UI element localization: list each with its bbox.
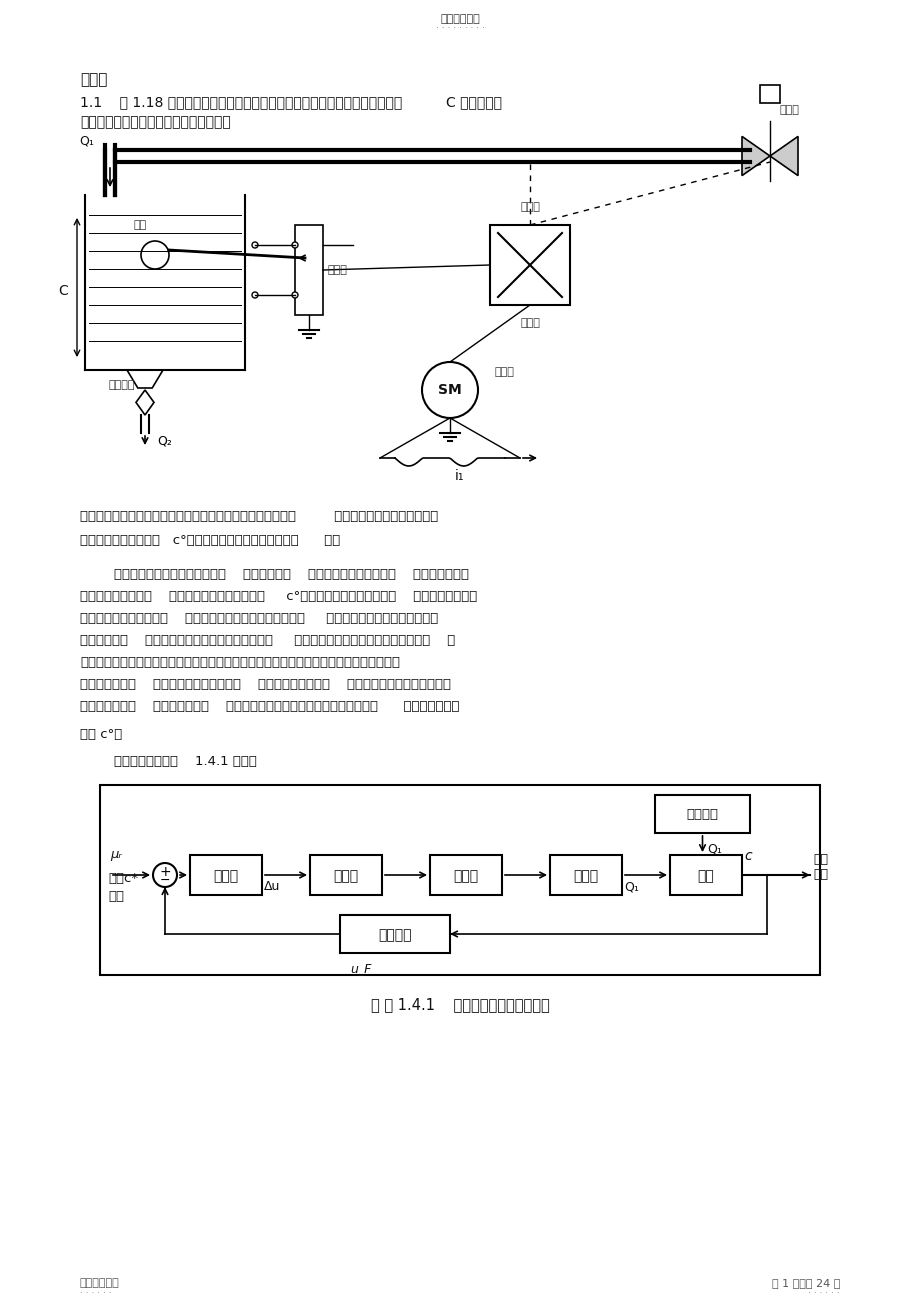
Text: 1.1    图 1.18 是液位自动控制系统原理示意图。在任意情况下，希望液面高度          C 维持不变，: 1.1 图 1.18 是液位自动控制系统原理示意图。在任意情况下，希望液面高度 … [80, 95, 502, 109]
Bar [550, 855, 621, 895]
Circle shape [291, 242, 298, 248]
Text: 试说明系统工作原理并画出系统方块图。: 试说明系统工作原理并画出系统方块图。 [80, 115, 231, 129]
Polygon shape [769, 137, 797, 176]
Text: Q₁: Q₁ [707, 843, 721, 856]
Bar [340, 915, 449, 952]
Bar [654, 795, 749, 833]
Text: 名师归纳总结: 名师归纳总结 [80, 1278, 119, 1287]
Text: 第一章: 第一章 [80, 72, 108, 87]
Text: Δu: Δu [264, 880, 280, 893]
Text: 理想: 理想 [108, 890, 124, 903]
Text: 用水开关: 用水开关 [686, 808, 718, 821]
Text: 高度 c°。: 高度 c°。 [80, 728, 122, 741]
Text: 图 解 1.4.1    液位自动控制系统方框图: 图 解 1.4.1 液位自动控制系统方框图 [370, 997, 549, 1012]
Text: 浮浮浮: 浮浮浮 [519, 202, 539, 212]
Text: 浮浮浮浮: 浮浮浮浮 [108, 380, 135, 390]
Bar [100, 784, 819, 975]
Circle shape [141, 241, 169, 268]
Text: +: + [159, 865, 171, 880]
Text: 电位器: 电位器 [213, 869, 238, 883]
Circle shape [153, 863, 176, 887]
Bar [669, 855, 742, 895]
Text: 浮浮浮: 浮浮浮 [519, 318, 539, 328]
Polygon shape [742, 137, 769, 176]
Text: u_F: u_F [349, 963, 371, 976]
Bar [190, 855, 262, 895]
Text: 电动机: 电动机 [333, 869, 358, 883]
Text: 当电位器电刷位于中点位置时，    电动机不动，    控制阀门有一定的开度，    使水箱的流入水: 当电位器电刷位于中点位置时， 电动机不动， 控制阀门有一定的开度， 使水箱的流入… [80, 568, 469, 581]
Text: 减速器: 减速器 [453, 869, 478, 883]
Text: 浮子连杆: 浮子连杆 [378, 928, 412, 942]
Text: 浮浮浮: 浮浮浮 [779, 106, 799, 115]
Text: 浮浮: 浮浮 [133, 220, 146, 231]
Text: 水位c*: 水位c* [108, 873, 138, 886]
Bar [429, 855, 502, 895]
Circle shape [422, 362, 478, 418]
Text: 进入水箱的液体流量减少。这时，水箱液位下降，浮子位置相应下降，直到电位器电刷回到: 进入水箱的液体流量减少。这时，水箱液位下降，浮子位置相应下降，直到电位器电刷回到 [80, 655, 400, 668]
Text: 精选学习资料: 精选学习资料 [439, 14, 480, 23]
Text: SM: SM [437, 383, 461, 397]
Text: c: c [743, 850, 751, 863]
Polygon shape [136, 390, 153, 414]
Text: C: C [58, 284, 68, 298]
Text: i₁: i₁ [455, 469, 464, 483]
Text: · · · · · ·: · · · · · · [808, 1289, 839, 1298]
Polygon shape [127, 370, 163, 388]
Circle shape [291, 292, 298, 298]
Bar [759, 85, 779, 103]
Bar [310, 855, 381, 895]
Text: 解：系统的控制任务是保持液面高度不变。水箱是被控对象，         水箱液位是被控变量。电位器: 解：系统的控制任务是保持液面高度不变。水箱是被控对象， 水箱液位是被控变量。电位… [80, 509, 437, 523]
Text: μᵣ: μᵣ [110, 848, 121, 861]
Text: 中点位置为止，    系统重新处于平衡状态，    液位恢复给定高度。    反之，当流出水量在平衡状态: 中点位置为止， 系统重新处于平衡状态， 液位恢复给定高度。 反之，当流出水量在平… [80, 678, 450, 691]
Text: 基础上增大时，    水箱液位下降，    系统会自动增大阀门开度，加大流入水量，      使液位升到给定: 基础上增大时， 水箱液位下降， 系统会自动增大阀门开度，加大流入水量， 使液位升… [80, 700, 459, 713]
Text: 浮浮浮: 浮浮浮 [328, 265, 347, 275]
Bar [490, 225, 570, 305]
Text: Q₁: Q₁ [623, 880, 638, 893]
Text: 系统方框图如图解    1.4.1 所示。: 系统方框图如图解 1.4.1 所示。 [80, 754, 256, 767]
Text: · · · · · · · · ·: · · · · · · · · · [435, 23, 484, 33]
Text: 例如当流出水量减小时，    液面升高，浮子位置也相应升高，     通过杠杆作用使电位器电刷从中: 例如当流出水量减小时， 液面升高，浮子位置也相应升高， 通过杠杆作用使电位器电刷… [80, 612, 437, 625]
Text: 点位置下移，    从而给电动机提供一定的控制电压，     驱动电动机通过减速器减小阀门开度，    使: 点位置下移， 从而给电动机提供一定的控制电压， 驱动电动机通过减速器减小阀门开度… [80, 635, 455, 648]
Text: −: − [160, 873, 170, 886]
Bar [295, 225, 323, 315]
Text: 用来设置期望液位高度   c°（通常点位器的上下位移来实现      ）。: 用来设置期望液位高度 c°（通常点位器的上下位移来实现 ）。 [80, 534, 340, 547]
Text: 量与流出水量相等，    从而使液面保持在希望高度     c°上。一旦流出水量发生变化    （相当于扰动），: 量与流出水量相等， 从而使液面保持在希望高度 c°上。一旦流出水量发生变化 （相… [80, 590, 477, 603]
Text: Q₂: Q₂ [157, 434, 172, 447]
Text: 浮浮浮: 浮浮浮 [494, 367, 515, 377]
Text: 第 1 页，共 24 页: 第 1 页，共 24 页 [771, 1278, 839, 1287]
Circle shape [252, 292, 257, 298]
Text: 实际
水位: 实际 水位 [812, 853, 827, 881]
Text: Q₁: Q₁ [79, 136, 95, 149]
Text: · · · · · ·: · · · · · · [80, 1289, 111, 1298]
Text: 控制阀: 控制阀 [573, 869, 598, 883]
Circle shape [252, 242, 257, 248]
Text: 水箱: 水箱 [697, 869, 713, 883]
